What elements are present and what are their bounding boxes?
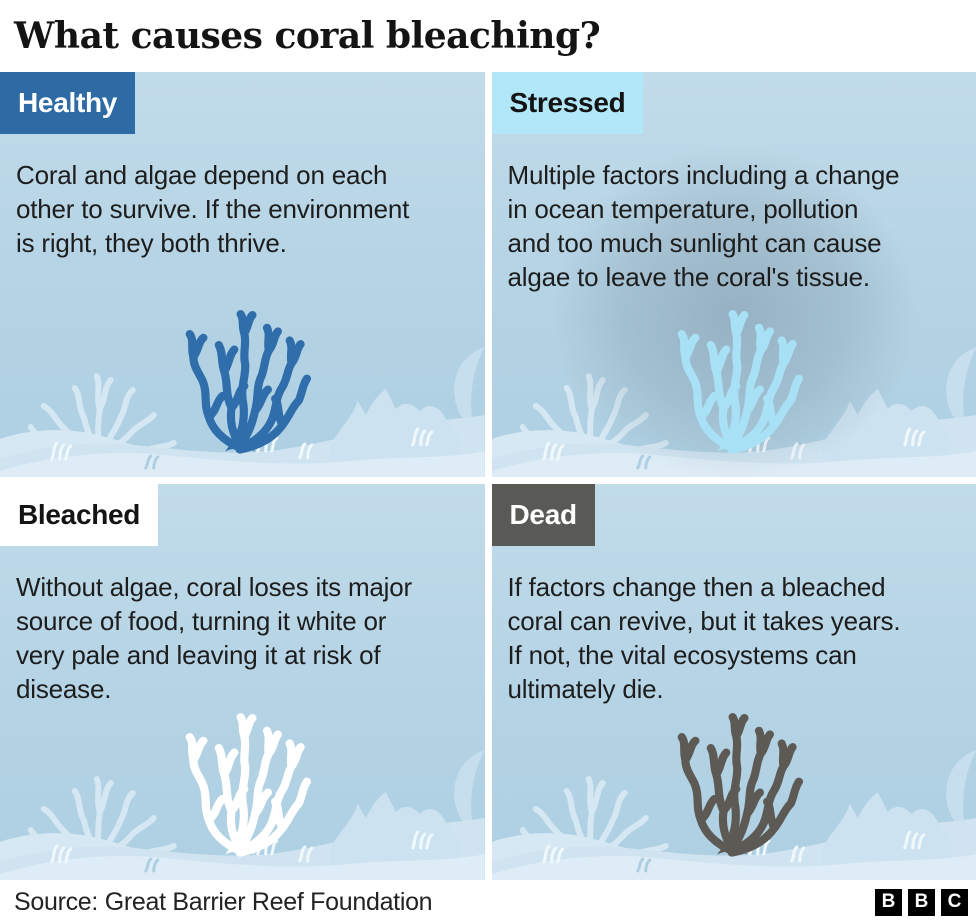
panel-stressed: Stressed Multiple factors including a ch… [491,72,976,477]
coral-scene-stressed [492,147,976,477]
panel-description-healthy: Coral and algae depend on each other to … [16,160,410,258]
coral-scene-bleached [0,680,485,880]
status-badge-healthy: Healthy [0,72,136,134]
panel-dead: Dead If factors change then a bleached c… [491,484,976,880]
panel-healthy: Healthy Coral and algae depend on each o… [0,72,485,477]
coral-illustration-stressed [659,286,809,455]
status-badge-bleached: Bleached [0,484,159,546]
coral-scene-healthy [0,277,485,477]
coral-illustration-dead [659,689,809,858]
source-text: Source: Great Barrier Reef Foundation [14,887,433,916]
page-title: What causes coral bleaching? [14,15,601,57]
header: What causes coral bleaching? [0,0,976,72]
panels-grid: Healthy Coral and algae depend on each o… [0,72,976,880]
footer: Source: Great Barrier Reef Foundation B … [0,880,976,924]
panel-description-dead: If factors change then a bleached coral … [507,572,901,704]
status-badge-stressed: Stressed [491,72,644,134]
coral-illustration-healthy [167,286,317,455]
bbc-logo-block-1: B [875,888,902,916]
bbc-logo: B B C [875,888,968,916]
panel-description-bleached: Without algae, coral loses its major sou… [16,572,412,704]
bbc-logo-block-3: C [941,888,968,916]
panel-description-stressed: Multiple factors including a change in o… [507,160,900,292]
bbc-logo-block-2: B [908,888,935,916]
coral-scene-dead [492,680,976,880]
status-badge-dead: Dead [491,484,595,546]
coral-illustration-bleached [167,689,317,858]
panel-bleached: Bleached Without algae, coral loses its … [0,484,485,880]
